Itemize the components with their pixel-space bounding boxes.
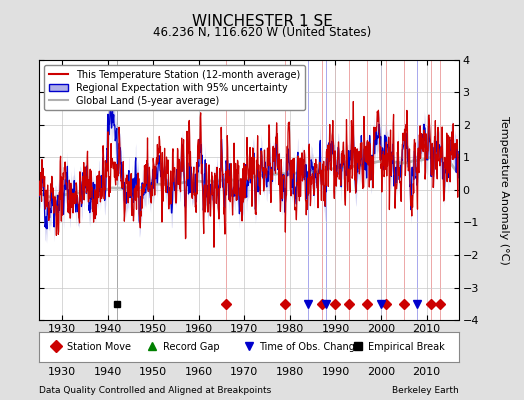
Text: 1940: 1940 (93, 367, 122, 377)
Text: Berkeley Earth: Berkeley Earth (392, 386, 458, 395)
Text: 1950: 1950 (139, 367, 167, 377)
Text: WINCHESTER 1 SE: WINCHESTER 1 SE (192, 14, 332, 29)
Text: 1960: 1960 (185, 367, 213, 377)
Text: 1980: 1980 (276, 367, 304, 377)
Y-axis label: Temperature Anomaly (°C): Temperature Anomaly (°C) (499, 116, 509, 264)
Text: 2000: 2000 (367, 367, 395, 377)
Text: Station Move: Station Move (67, 342, 130, 352)
Text: 46.236 N, 116.620 W (United States): 46.236 N, 116.620 W (United States) (153, 26, 371, 39)
Text: 1990: 1990 (321, 367, 350, 377)
Legend: This Temperature Station (12-month average), Regional Expectation with 95% uncer: This Temperature Station (12-month avera… (44, 65, 305, 110)
Text: Empirical Break: Empirical Break (368, 342, 445, 352)
Text: Time of Obs. Change: Time of Obs. Change (259, 342, 361, 352)
Text: 1930: 1930 (48, 367, 76, 377)
Text: Record Gap: Record Gap (163, 342, 220, 352)
Text: Data Quality Controlled and Aligned at Breakpoints: Data Quality Controlled and Aligned at B… (39, 386, 271, 395)
Text: 1970: 1970 (230, 367, 258, 377)
Text: 2010: 2010 (412, 367, 441, 377)
